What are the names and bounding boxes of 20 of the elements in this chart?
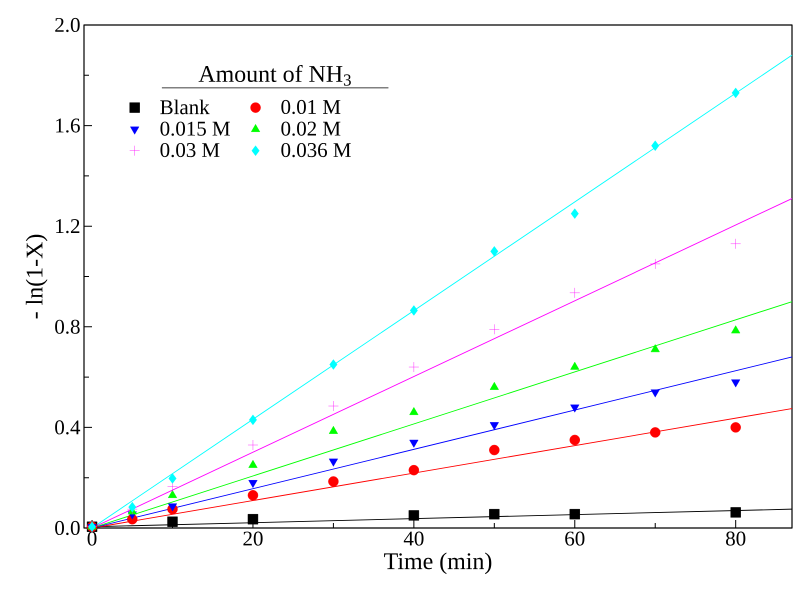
x-tick-label: 40 (404, 532, 424, 546)
legend-label: 0.02 M (281, 122, 340, 136)
legend-label: 0.036 M (281, 142, 351, 158)
y-axis-title: - ln(1-X) (26, 234, 48, 318)
legend-label: Blank (160, 100, 210, 114)
y-tick-label: 0.0 (55, 520, 80, 536)
x-tick-label: 80 (726, 532, 746, 546)
x-tick-label: 60 (565, 532, 584, 546)
legend-title: Amount of NH$_{3}$ (198, 64, 351, 86)
x-tick-label: 20 (243, 532, 263, 546)
legend-label: 0.03 M (160, 142, 220, 158)
y-tick-label: 1.2 (56, 219, 80, 234)
y-tick-label: 1.6 (56, 118, 80, 133)
y-tick-label: 0.8 (55, 320, 80, 334)
x-tick-label: 0 (88, 532, 96, 546)
legend-label: 0.01 M (281, 100, 340, 114)
y-tick-label: 2.0 (55, 18, 80, 32)
legend-label: 0.015 M (160, 122, 230, 136)
x-axis-title: Time (min) (384, 552, 492, 574)
y-tick-label: 0.4 (55, 420, 80, 435)
